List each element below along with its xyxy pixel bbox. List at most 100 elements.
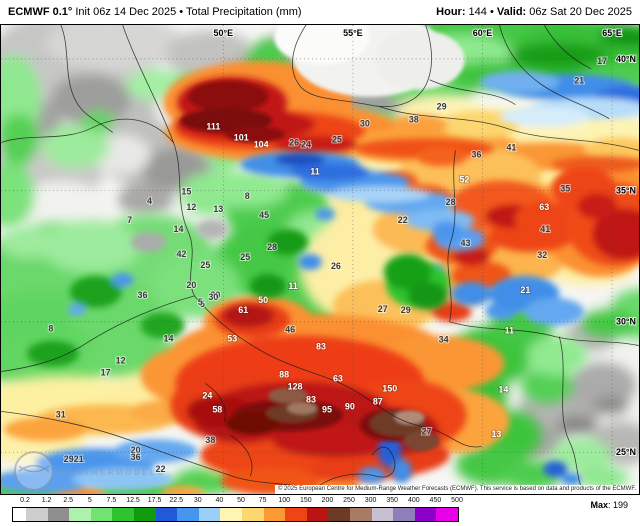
precip-value-label: 52 <box>460 174 470 184</box>
legend-color-cell <box>69 508 91 521</box>
precip-value-label: 31 <box>56 409 66 419</box>
valid-time: Hour: 144 • Valid: 06z Sat 20 Dec 2025 <box>436 6 632 18</box>
legend-tick-label: 350 <box>386 497 399 504</box>
precip-value-label: 104 <box>254 139 269 149</box>
legend-color-cell <box>155 508 178 521</box>
precip-value-label: 83 <box>316 342 326 352</box>
legend-tick-label: 12.5 <box>126 497 140 504</box>
model-name: ECMWF 0.1° <box>8 6 73 18</box>
legend-tick-label: 250 <box>343 497 355 504</box>
precip-value-label: 29 <box>401 305 411 315</box>
precip-value-label: 58 <box>212 404 222 414</box>
longitude-label: 55°E <box>343 28 363 38</box>
precip-value-label: 43 <box>461 238 471 248</box>
weathermodels-logo-globe-lines <box>18 464 50 473</box>
precip-value-label: 128 <box>288 381 303 391</box>
precip-value-label: 14 <box>173 224 183 234</box>
precipitation-field: 50°E 55°E 60°E 65°E 40°N 35°N 30°N 25°N WEATHER… <box>1 25 639 494</box>
precip-value-label: 35 <box>560 183 570 193</box>
precip-value-label: 150 <box>382 383 397 393</box>
max-value: : 199 <box>607 500 628 510</box>
precip-value-label: 8 <box>48 324 53 334</box>
legend-color-cell <box>112 508 134 521</box>
precip-value-label: 7 <box>127 215 132 225</box>
precip-value-label: 22 <box>398 215 408 225</box>
legend-tick-label: 75 <box>258 497 267 504</box>
precip-value-label: 83 <box>306 394 316 404</box>
precip-value-label: 21 <box>574 76 584 86</box>
legend-tick-label: 100 <box>278 497 291 504</box>
legend-color-cell <box>13 508 26 521</box>
precip-value-label: 12 <box>186 202 196 212</box>
precip-value-label: 63 <box>539 202 549 212</box>
legend-color-cell <box>414 508 437 521</box>
legend-color-cell <box>177 508 199 521</box>
legend-tick-label: 300 <box>364 497 377 504</box>
hour-value: 144 • <box>465 6 497 18</box>
title-bar: ECMWF 0.1° Init 06z 14 Dec 2025 • Total … <box>0 0 640 24</box>
watermark: WEATHERMODELS <box>13 451 165 492</box>
legend-color-cell <box>263 508 286 521</box>
precip-value-label: 12 <box>116 356 126 366</box>
precip-value-label: 30 <box>210 290 220 300</box>
legend-tick-label: 40 <box>215 497 224 504</box>
legend-color-cell <box>371 508 394 521</box>
watermark-text: WEATHERMODELS <box>59 468 165 477</box>
longitude-label: 65°E <box>602 28 622 38</box>
precip-value-label: 25 <box>240 252 250 262</box>
precip-value-label: 30 <box>208 292 218 302</box>
precip-value-label: 61 <box>238 305 248 315</box>
latitude-label: 25°N <box>616 447 636 457</box>
precip-value-label: 5 <box>198 297 203 307</box>
precip-value-label: 17 <box>101 368 111 378</box>
precip-value-label: 63 <box>333 373 343 383</box>
precip-value-label: 26 <box>289 137 299 147</box>
legend-color-cell <box>349 508 372 521</box>
legend-tick-label: 1.2 <box>41 497 52 504</box>
precip-value-label: 90 <box>345 401 355 411</box>
precip-value-label: 5 <box>200 299 205 309</box>
precip-value-label: 11 <box>505 326 514 336</box>
valid-value: 06z Sat 20 Dec 2025 <box>526 6 632 18</box>
precip-value-label: 38 <box>409 115 419 125</box>
hour-label: Hour: <box>436 6 466 18</box>
legend-color-cell <box>436 508 458 521</box>
precip-value-label: 36 <box>138 290 148 300</box>
legend-tick-labels: 0.2 1.2 2.5 5 7.5 12.5 17.5 22.5 30 40 50 75 100 150 2… <box>0 497 640 506</box>
precip-value-label: 21 <box>74 454 84 464</box>
precip-value-label: 4 <box>147 196 152 206</box>
precip-value-label: 41 <box>540 224 550 234</box>
precip-value-label: 24 <box>202 390 212 400</box>
legend-color-cell <box>285 508 307 521</box>
legend-color-cell <box>26 508 48 521</box>
precip-value-label: 53 <box>227 334 237 344</box>
legend-tick-label: 450 <box>429 497 442 504</box>
legend-tick-label: 5 <box>87 497 92 504</box>
precip-value-label: 41 <box>506 142 516 152</box>
color-scale-legend: 0.2 1.2 2.5 5 7.5 12.5 17.5 22.5 30 40 50 75 100 150 2… <box>0 495 640 526</box>
legend-tick-label: 50 <box>237 497 245 504</box>
precip-value-label: 14 <box>498 384 508 394</box>
graticule <box>1 25 639 494</box>
precip-value-label: 25 <box>332 135 342 145</box>
precip-value-label: 50 <box>258 295 268 305</box>
legend-color-cell <box>241 508 264 521</box>
precip-value-label: 13 <box>213 204 223 214</box>
legend-tick-label: 150 <box>299 497 312 504</box>
legend-color-cell <box>220 508 242 521</box>
legend-tick-label: 200 <box>321 497 334 504</box>
precip-value-label: 11 <box>288 281 297 291</box>
precip-value-label: 27 <box>422 426 432 436</box>
precip-value-label: 25 <box>200 260 210 270</box>
precip-value-label: 14 <box>163 334 173 344</box>
precip-value-label: 42 <box>176 249 186 259</box>
precip-value-label: 24 <box>301 139 311 149</box>
precip-value-label: 38 <box>205 435 215 445</box>
precip-value-label: 13 <box>491 429 501 439</box>
precip-value-label: 36 <box>472 149 482 159</box>
latitude-label: 40°N <box>616 54 636 64</box>
precip-value-label: 28 <box>446 197 456 207</box>
precip-value-label: 28 <box>267 242 277 252</box>
legend-color-cell <box>133 508 156 521</box>
